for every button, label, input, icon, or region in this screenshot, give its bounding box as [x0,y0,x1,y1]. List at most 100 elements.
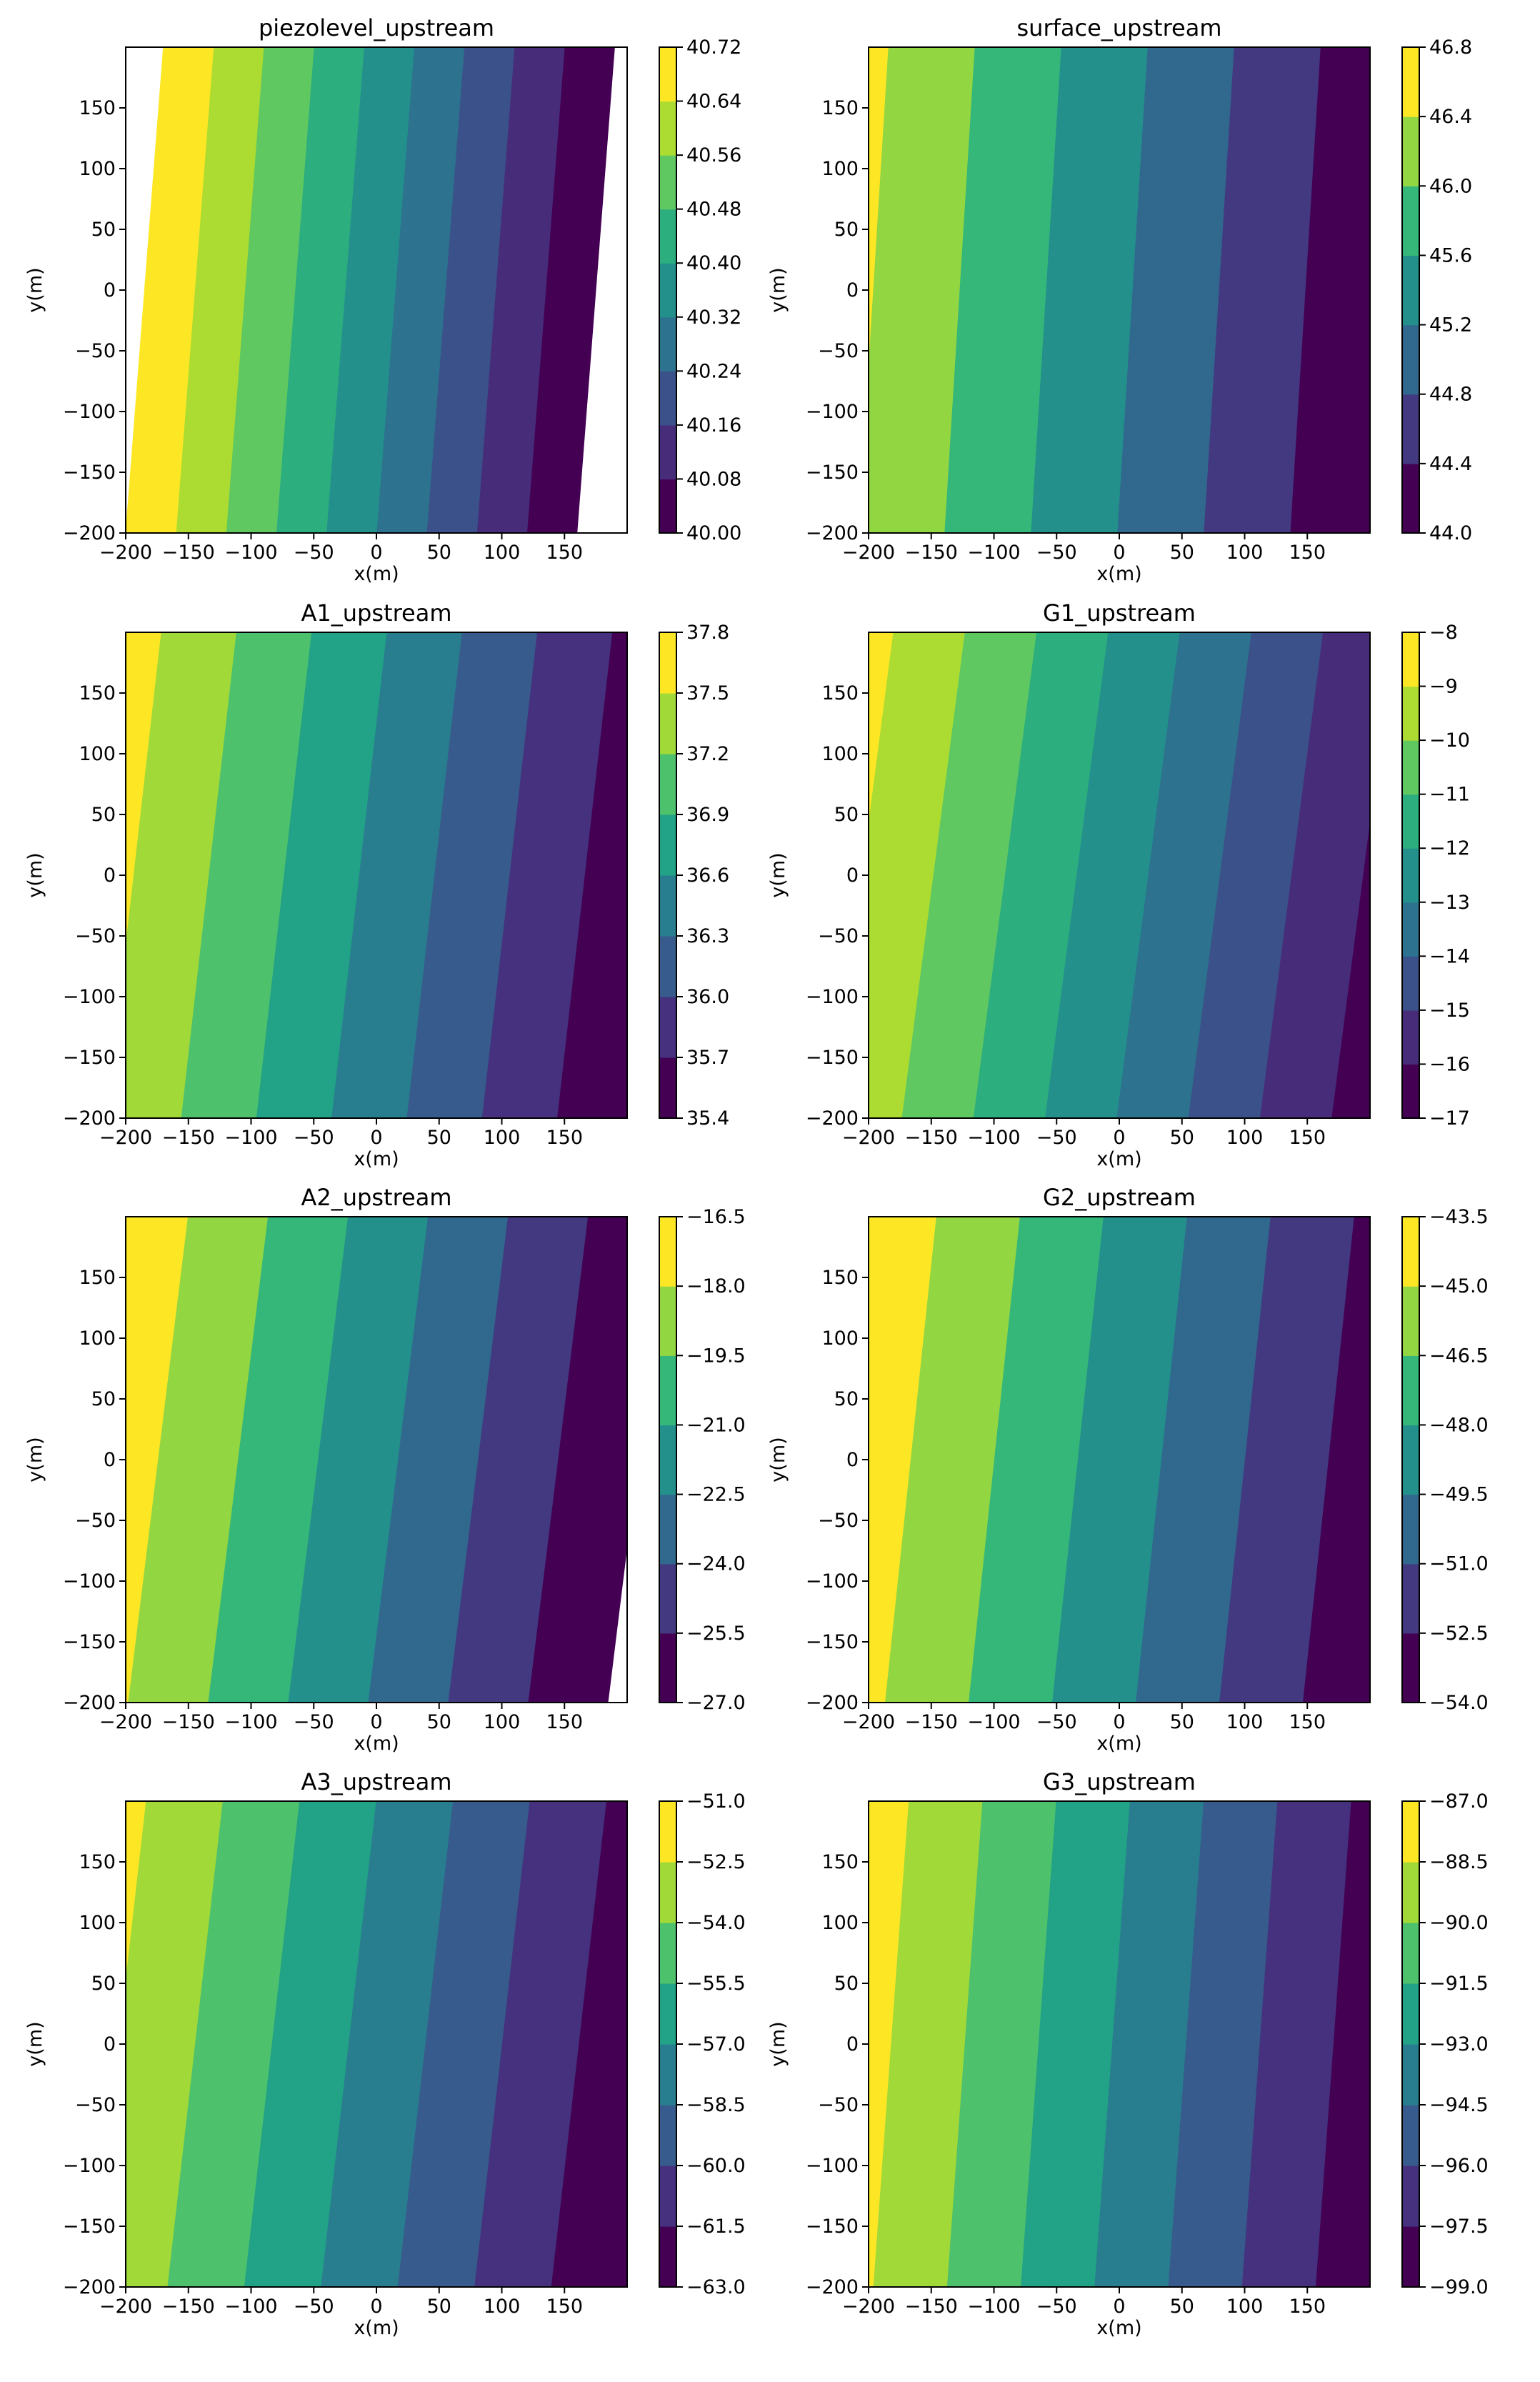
colorbar-tick-label: −55.5 [686,1973,746,1995]
y-axis-label: y(m) [767,852,789,897]
colorbar-tick-label: −90.0 [1429,1912,1489,1934]
panel-g1-upstream: G1_upstream−200 −150 −100 −50 0 50 100 150−200−… [767,599,1470,1170]
contour-plot [125,46,615,534]
colorbar-tick-label: −11 [1429,784,1470,806]
y-tick-label: −100 [806,1570,859,1593]
colorbar-tick-label: −46.5 [1429,1345,1489,1367]
chart-title: A3_upstream [301,1768,452,1795]
colorbar-tick-label: −48.0 [1429,1414,1489,1436]
x-axis-label: x(m) [1096,563,1141,585]
colorbar-segment [659,997,676,1058]
colorbar: −27.0 −25.5 −24.0 −22.5 −21.0 −19.5 −18.0 −16.5 [659,1206,746,1714]
colorbar-tick-label: 40.48 [686,199,741,221]
x-axis-label: x(m) [354,1733,399,1755]
x-tick-label: −50 [294,1711,334,1733]
y-tick-label: −50 [818,1510,859,1532]
y-tick-label: −200 [63,522,116,544]
colorbar-tick-label: −16 [1429,1053,1470,1075]
y-tick-label: 150 [821,1851,859,1873]
y-axis-label: y(m) [767,267,789,312]
colorbar-tick-label: 37.8 [686,622,729,644]
colorbar-tick-label: 40.72 [686,36,741,59]
colorbar-tick-label: −58.5 [686,2094,746,2116]
y-tick-label: −150 [63,1047,116,1069]
y-tick-label: 0 [846,864,859,887]
colorbar-tick-label: −54.0 [1429,1692,1489,1714]
colorbar-segment [1402,848,1419,903]
x-tick-label: −200 [99,1127,152,1149]
x-tick-label: −200 [99,1711,152,1733]
x-tick-label: 50 [427,542,451,564]
colorbar-segment [1402,1494,1419,1565]
colorbar-segment [659,1057,676,1119]
colorbar-tick-label: 40.16 [686,414,741,437]
x-axis-label: x(m) [354,1148,399,1170]
colorbar-tick-label: −27.0 [686,1692,746,1714]
colorbar-segment [659,1801,676,1863]
y-tick-label: 150 [821,97,859,119]
colorbar-tick-label: 36.9 [686,804,729,826]
colorbar-segment [659,2105,676,2166]
panel-a3-upstream: A3_upstream−200 −150 −100 −50 0 50 100 150−200−… [24,1768,746,2339]
colorbar-tick-label: −43.5 [1429,1206,1489,1228]
y-tick-label: 0 [846,1449,859,1471]
colorbar-segment [1402,956,1419,1011]
chart-title: G1_upstream [1043,599,1196,627]
colorbar-frame [1401,46,1420,534]
x-axis-label: x(m) [354,2317,399,2339]
colorbar-segment [1402,463,1419,534]
chart-title: G3_upstream [1043,1768,1196,1795]
colorbar-tick-label: 36.6 [686,864,729,887]
y-axis-label: y(m) [24,1437,46,1482]
x-tick-label: −150 [905,542,958,564]
y-tick-label: −100 [806,986,859,1008]
contour-plot [868,1800,1371,2288]
x-tick-label: −100 [967,1127,1020,1149]
colorbar-tick-label: −12 [1429,837,1470,859]
colorbar-segment [1402,1563,1419,1634]
colorbar-frame [1401,632,1420,1119]
colorbar-frame [659,46,677,534]
y-tick-label: −150 [63,2216,116,2238]
colorbar-tick-label: 46.8 [1429,36,1472,59]
x-tick-label: 150 [546,1711,583,1733]
y-tick-label: 50 [834,219,859,241]
colorbar-segment [1402,740,1419,795]
y-tick-label: 50 [834,1388,859,1410]
colorbar-tick-label: −25.5 [686,1623,746,1645]
x-tick-label: −150 [162,542,215,564]
y-tick-label: −150 [806,462,859,484]
colorbar-tick-label: 37.2 [686,743,729,765]
colorbar-segment [659,754,676,815]
y-tick-label: 100 [79,1327,116,1350]
y-tick-label: −50 [75,2094,116,2116]
colorbar-tick-label: 45.6 [1429,244,1472,266]
y-tick-label: −100 [63,986,116,1008]
colorbar-segment [1402,1801,1419,1863]
x-tick-label: 0 [1113,1711,1125,1733]
x-tick-label: 150 [1289,1127,1326,1149]
colorbar-tick-label: −21.0 [686,1414,746,1436]
y-tick-label: 0 [104,1449,116,1471]
colorbar: −99.0 −97.5 −96.0 −94.5 −93.0 −91.5 −90.0 −88.5… [1401,1790,1489,2298]
colorbar-segment [1402,255,1419,326]
colorbar-segment [1402,186,1419,256]
colorbar-segment [1402,1923,1419,1984]
x-tick-label: 150 [1289,542,1326,564]
colorbar-tick-label: 40.00 [686,522,741,544]
x-tick-label: 150 [1289,1711,1326,1733]
y-tick-label: −50 [75,1510,116,1532]
x-tick-label: 0 [1113,2296,1125,2318]
colorbar-segment [1402,1355,1419,1426]
colorbar-segment [659,1425,676,1495]
y-tick-label: 100 [79,743,116,765]
x-tick-label: 100 [1226,2296,1264,2318]
colorbar-segment [659,1494,676,1565]
x-tick-label: −50 [1036,1711,1077,1733]
colorbar-segment [1402,47,1419,117]
x-tick-label: −200 [842,1127,895,1149]
contour-plot [125,632,628,1119]
x-tick-label: −50 [294,2296,334,2318]
colorbar: −54.0 −52.5 −51.0 −49.5 −48.0 −46.5 −45.0 −43.5 [1401,1206,1489,1714]
colorbar-segment [659,814,676,876]
